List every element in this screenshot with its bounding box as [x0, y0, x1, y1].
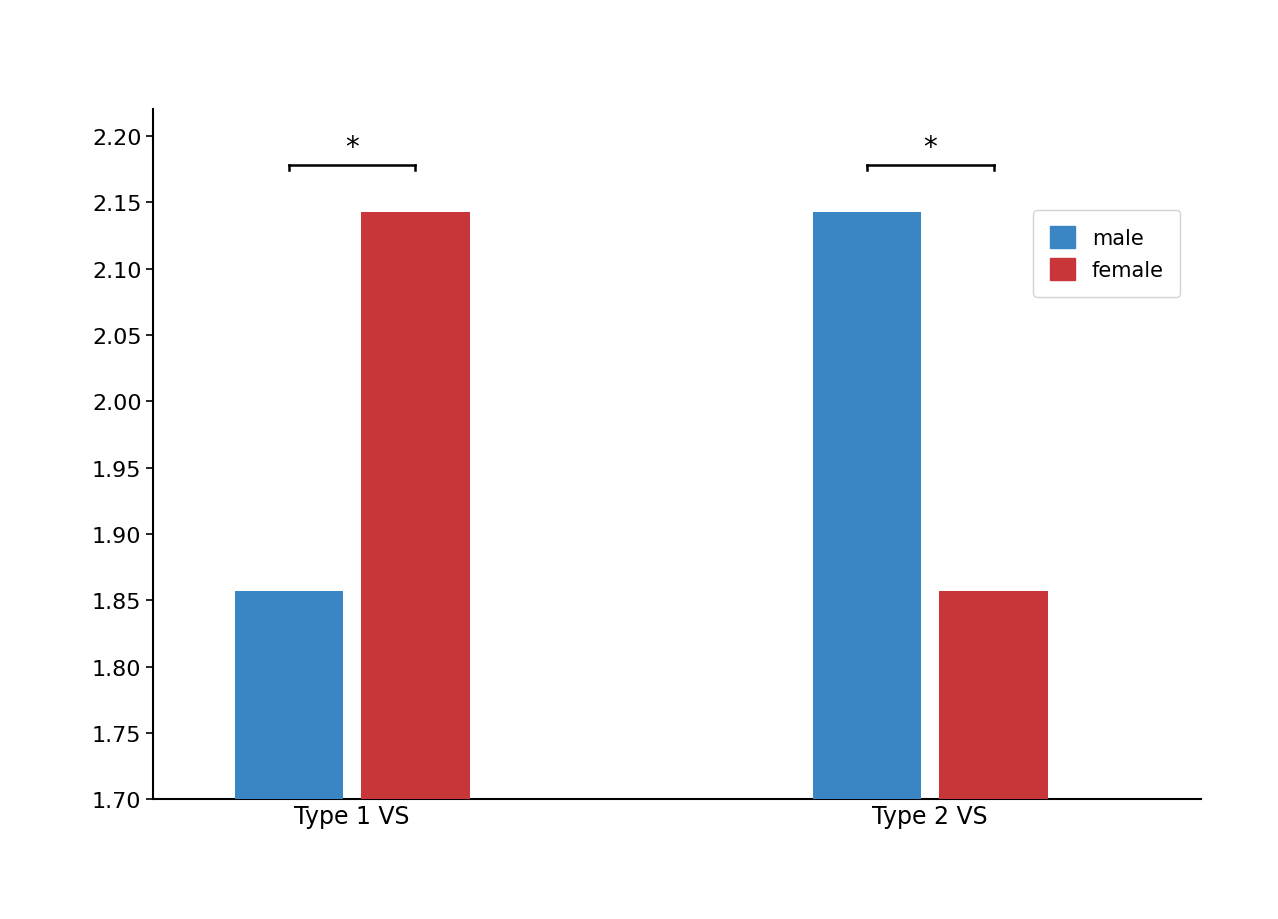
Bar	[362, 212, 469, 800]
Text: *: *	[345, 134, 359, 162]
Text: Source: Int J Impot Res © 2013 Nature Publishing Group: Source: Int J Impot Res © 2013 Nature Pu…	[720, 879, 1265, 897]
Bar	[813, 212, 921, 800]
Bar	[235, 592, 343, 800]
Text: *: *	[924, 134, 937, 162]
Text: Medscape: Medscape	[15, 876, 157, 900]
Bar	[939, 592, 1048, 800]
Legend: male, female: male, female	[1034, 210, 1181, 298]
